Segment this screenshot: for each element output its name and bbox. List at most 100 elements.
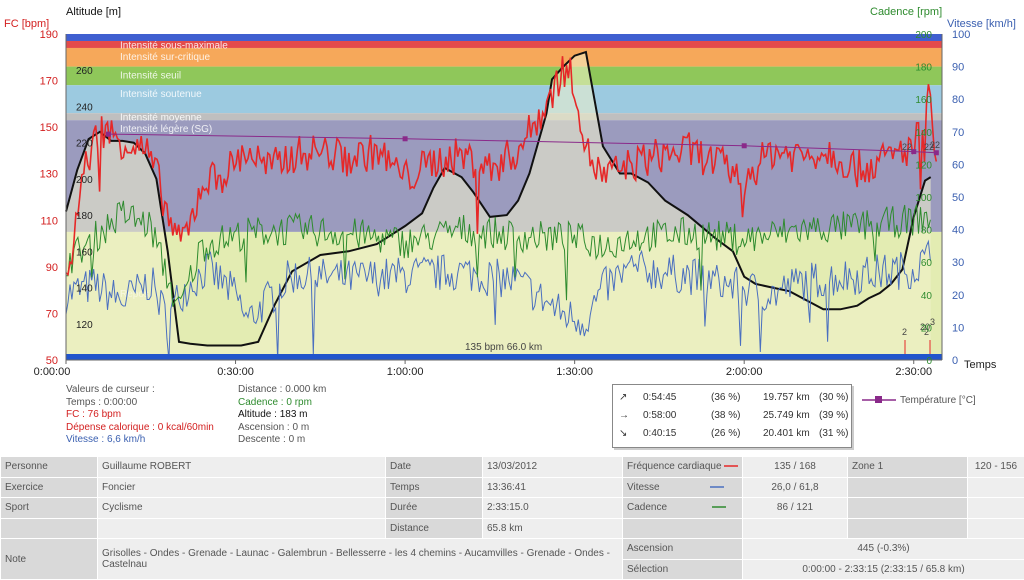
note-value: Grisolles - Ondes - Grenade - Launac - G…	[97, 538, 623, 580]
cadence-tick-label: 200	[915, 30, 932, 41]
empty-cell	[742, 517, 848, 539]
fc-tick-label: 150	[40, 122, 58, 134]
personne-label: Personne	[0, 456, 98, 478]
exercice-value: Foncier	[97, 476, 386, 498]
arrow-down-right-icon: ↘	[619, 428, 628, 439]
zone-band	[66, 47, 942, 67]
slope-summary-box: ↗ 0:54:45 (36 %) 19.757 km (30 %) → 0:58…	[612, 384, 852, 448]
temperature-marker	[911, 149, 917, 155]
cadence-tick-label: 60	[921, 258, 933, 269]
cadence-tick-label: 80	[921, 226, 933, 237]
marker-label: 20	[920, 322, 930, 332]
zone-band	[66, 113, 942, 121]
zone-band	[66, 40, 942, 48]
zone-label: Intensité moyenne	[120, 113, 202, 124]
cursor-values-2: Distance : 0.000 km Cadence : 0 rpm Alti…	[238, 384, 326, 447]
date-label: Date	[385, 456, 483, 478]
altitude-tick-label: 140	[76, 284, 93, 295]
note-label: Note	[0, 538, 98, 580]
cadence-tick-label: 100	[915, 193, 932, 204]
temperature-marker	[933, 150, 939, 156]
arrow-up-icon: ↗	[619, 392, 628, 403]
temps-value: 13:36:41	[482, 476, 623, 498]
marker-label: 2	[902, 327, 907, 337]
series-vitesse-line	[65, 239, 931, 361]
vitesse-tick-label: 100	[952, 29, 970, 41]
slope-row-flat: → 0:58:00 (38 %) 25.749 km (39 %)	[613, 407, 851, 425]
slope-dpct: (39 %)	[819, 410, 849, 421]
altitude-tick-label: 260	[76, 66, 93, 77]
slope-time: 0:54:45	[643, 392, 677, 403]
empty-cell	[967, 476, 1024, 498]
cursor-temps: Temps : 0:00:00	[66, 396, 138, 408]
bottom-label: 135 bpm 66.0 km	[465, 342, 542, 353]
vitesse-tick-label: 70	[952, 127, 964, 139]
cursor-title: Valeurs de curseur :	[66, 384, 155, 395]
vitesse-tick-label: 20	[952, 290, 964, 302]
vitesse-tick-label: 0	[952, 355, 958, 367]
selection-label: Sélection	[622, 558, 743, 580]
fc-value: 135 / 168	[742, 456, 848, 478]
zone-band	[66, 85, 942, 114]
series-cadence-line	[66, 200, 931, 307]
fc-tick-label: 130	[40, 169, 58, 181]
temperature-marker	[105, 131, 111, 137]
time-tick-label: 2:30:00	[895, 366, 932, 378]
session-info-table: Personne Guillaume ROBERT Date 13/03/201…	[0, 456, 1024, 580]
empty-cell	[847, 497, 968, 519]
cadence-axis-title: Cadence [rpm]	[870, 6, 943, 18]
distance-label: Distance	[385, 517, 483, 539]
slope-dpct: (31 %)	[819, 428, 849, 439]
cadence-tick-label: 40	[921, 291, 933, 302]
cadence-tick-label: 20	[921, 323, 933, 334]
zone-band	[66, 66, 942, 86]
temperature-legend-label: Température [°C]	[900, 395, 976, 406]
vitesse-axis-title: Vitesse [km/h]	[947, 18, 1016, 30]
cursor-ascension: Ascension : 0 m	[238, 421, 310, 433]
empty-cell	[967, 497, 1024, 519]
vitesse-tick-label: 60	[952, 159, 964, 171]
slope-pct: (36 %)	[711, 392, 741, 403]
altitude-tick-label: 120	[76, 320, 93, 331]
cadence-label: Cadence	[622, 497, 743, 519]
marker-label: 22	[930, 140, 940, 150]
fc-label: Fréquence cardiaque	[622, 456, 743, 478]
ascension-value: 445 (-0.3%)	[742, 538, 1024, 560]
time-tick-label: 1:00:00	[387, 366, 424, 378]
slope-dist: 25.749 km	[763, 410, 810, 421]
fc-tick-label: 170	[40, 76, 58, 88]
marker-label: 3	[930, 317, 935, 327]
cursor-altitude: Altitude : 183 m	[238, 409, 308, 420]
bottom-bar	[66, 354, 942, 360]
slope-row-up: ↗ 0:54:45 (36 %) 19.757 km (30 %)	[613, 389, 851, 407]
cursor-cadence: Cadence : 0 rpm	[238, 396, 312, 408]
cursor-vitesse: Vitesse : 6,6 km/h	[66, 434, 146, 445]
cursor-fc: FC : 76 bpm	[66, 409, 122, 420]
cadence-value: 86 / 121	[742, 497, 848, 519]
zone-label: Intensité légère (SG)	[120, 124, 212, 135]
vitesse-tick-label: 50	[952, 192, 964, 204]
fc-tick-label: 70	[46, 308, 58, 320]
marker-label: 2	[924, 327, 929, 337]
slope-pct: (38 %)	[711, 410, 741, 421]
sport-value: Cyclisme	[97, 497, 386, 519]
slope-dpct: (30 %)	[819, 392, 849, 403]
zone-label: Intensité soutenue	[120, 89, 202, 100]
zone-label: Intensité sur-critique	[120, 52, 210, 63]
exercice-label: Exercice	[0, 476, 98, 498]
slope-time: 0:40:15	[643, 428, 677, 439]
vitesse-tick-label: 40	[952, 225, 964, 237]
slope-row-down: ↘ 0:40:15 (26 %) 20.401 km (31 %)	[613, 425, 851, 443]
fc-tick-label: 90	[46, 262, 58, 274]
slope-dist: 20.401 km	[763, 428, 810, 439]
vitesse-tick-label: 80	[952, 94, 964, 106]
altitude-line	[65, 50, 932, 347]
slope-pct: (26 %)	[711, 428, 741, 439]
zone-value: 120 - 156	[967, 456, 1024, 478]
slope-time: 0:58:00	[643, 410, 677, 421]
altitude-tick-label: 240	[76, 102, 93, 113]
time-tick-label: 2:00:00	[726, 366, 763, 378]
time-axis-title: Temps	[964, 359, 997, 371]
altitude-tick-label: 200	[76, 175, 93, 186]
